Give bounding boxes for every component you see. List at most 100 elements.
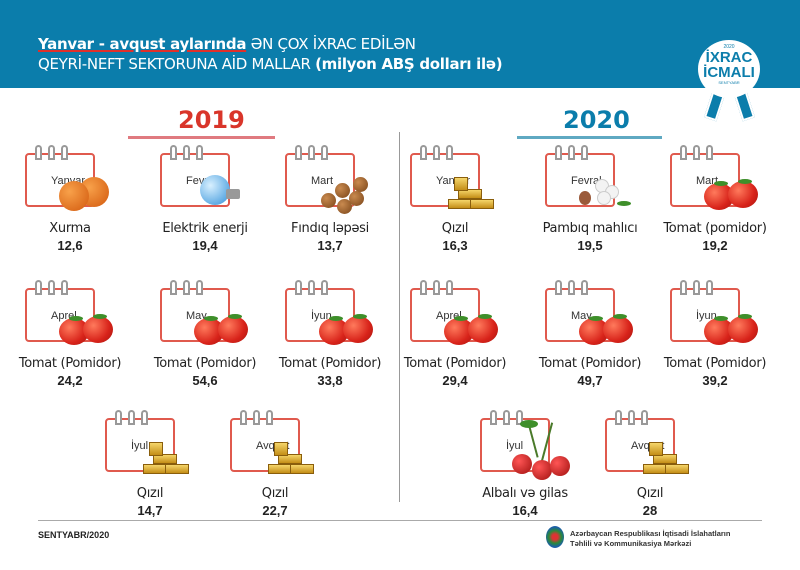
export-item-2019-yanvar: Yanvar Xurma 12,6 [5,145,135,255]
export-item-2019-mart: Mart Fındıq ləpəsi 13,7 [265,145,395,255]
product-name: Qızıl [441,221,469,236]
cherry-icon [512,420,574,480]
export-value: 13,7 [317,238,343,253]
calendar-rings [170,145,203,160]
product-name: Qızıl [261,486,289,501]
calendar-rings [420,280,453,295]
product-name: Xurma [49,221,91,236]
export-value: 19,4 [192,238,218,253]
export-item-2019-fevral: Fevral Elektrik enerji 19,4 [140,145,270,255]
subtitle: QEYRİ-NEFT SEKTORUNA AİD MALLAR [38,55,316,73]
product-name: Tomat (Pomidor) [278,356,382,371]
tomato-icon [192,308,254,348]
tomato-icon [577,308,639,348]
export-value: 24,2 [57,373,83,388]
tomato-icon [702,308,764,348]
year-2020-underline [517,136,662,139]
calendar-rings [490,410,523,425]
title-rest: ƏN ÇOX İXRAC EDİLƏN [246,35,416,53]
calendar-rings [115,410,148,425]
export-value: 54,6 [192,373,218,388]
export-item-2020-avqust: Avqust Qızıl 28 [585,410,715,520]
cotton-icon [577,173,639,213]
product-name: Tomat (Pomidor) [538,356,642,371]
light-bulb-icon [192,173,254,213]
export-value: 29,4 [442,373,468,388]
hazelnut-icon [317,173,379,214]
calendar-rings [295,145,328,160]
year-2020-heading: 2020 [563,106,630,134]
year-divider [399,132,400,502]
month-label: İyul [506,440,524,452]
gold-icon [262,438,324,478]
header-banner: Yanvar - avqust aylarında ƏN ÇOX İXRAC E… [0,0,800,88]
calendar-rings [680,280,713,295]
product-name: Qızıl [136,486,164,501]
export-item-2019-may: May Tomat (Pomidor) 54,6 [140,280,270,390]
calendar-rings [555,280,588,295]
calendar-rings [555,145,588,160]
calendar-rings [680,145,713,160]
product-name: Tomat (pomidor) [663,221,767,236]
export-item-2020-yanvar: Yanvar Qızıl 16,3 [390,145,520,255]
export-value: 19,5 [577,238,603,253]
product-name: Tomat (Pomidor) [663,356,767,371]
page-title: Yanvar - avqust aylarında ƏN ÇOX İXRAC E… [38,34,503,74]
badge-month: SENTYABR [718,80,740,85]
subtitle-unit: (milyon ABŞ dolları ilə) [315,55,503,73]
calendar-rings [240,410,273,425]
export-value: 16,3 [442,238,468,253]
export-item-2019-i̇yun: İyun Tomat (Pomidor) 33,8 [265,280,395,390]
export-item-2020-fevral: Fevral Pambıq mahlıcı 19,5 [525,145,655,255]
export-item-2020-aprel: Aprel Tomat (Pomidor) 29,4 [390,280,520,390]
footer-organization: Azərbaycan Respublikası İqtisadi İslahat… [570,529,730,549]
product-name: Elektrik enerji [162,221,248,236]
badge-line1: İXRAC [705,49,753,66]
export-item-2020-i̇yul: İyul Albalı və gilas 16,4 [460,410,590,520]
export-value: 39,2 [702,373,728,388]
persimmon-icon [57,173,119,213]
product-name: Albalı və gilas [482,486,568,501]
tomato-icon [702,173,764,213]
export-item-2019-aprel: Aprel Tomat (Pomidor) 24,2 [5,280,135,390]
product-name: Fındıq ləpəsi [291,221,369,236]
export-item-2019-i̇yul: İyul Qızıl 14,7 [85,410,215,520]
calendar-rings [170,280,203,295]
footer-divider [38,520,762,521]
product-name: Tomat (Pomidor) [403,356,507,371]
product-name: Tomat (Pomidor) [153,356,257,371]
product-name: Qızıl [636,486,664,501]
gold-icon [442,173,504,213]
calendar-rings [35,280,68,295]
month-label: Fevral [571,175,602,187]
calendar-rings [420,145,453,160]
tomato-icon [57,308,119,348]
export-item-2020-mart: Mart Tomat (pomidor) 19,2 [650,145,780,255]
export-value: 22,7 [262,503,288,518]
year-2019-underline [128,136,275,139]
calendar-rings [615,410,648,425]
gold-icon [137,438,199,478]
footer-date: SENTYABR/2020 [38,530,110,540]
org-line2: Təhlili və Kommunikasiya Mərkəzi [570,539,692,548]
calendar-rings [295,280,328,295]
month-label: İyul [131,440,149,452]
month-label: Mart [311,175,333,187]
year-2019-heading: 2019 [178,106,245,134]
product-name: Tomat (Pomidor) [18,356,122,371]
export-value: 16,4 [512,503,538,518]
export-value: 33,8 [317,373,343,388]
export-value: 14,7 [137,503,163,518]
title-highlight: Yanvar - avqust aylarında [38,35,247,53]
ixrac-icmali-badge: 2020 İXRAC İCMALI SENTYABR [698,40,760,98]
export-value: 49,7 [577,373,603,388]
state-emblem-icon [546,526,564,548]
export-value: 28 [642,503,658,518]
export-value: 12,6 [57,238,83,253]
tomato-icon [442,308,504,348]
export-item-2020-i̇yun: İyun Tomat (Pomidor) 39,2 [650,280,780,390]
gold-icon [637,438,699,478]
tomato-icon [317,308,379,348]
export-item-2019-avqust: Avqust Qızıl 22,7 [210,410,340,520]
org-line1: Azərbaycan Respublikası İqtisadi İslahat… [570,529,731,538]
